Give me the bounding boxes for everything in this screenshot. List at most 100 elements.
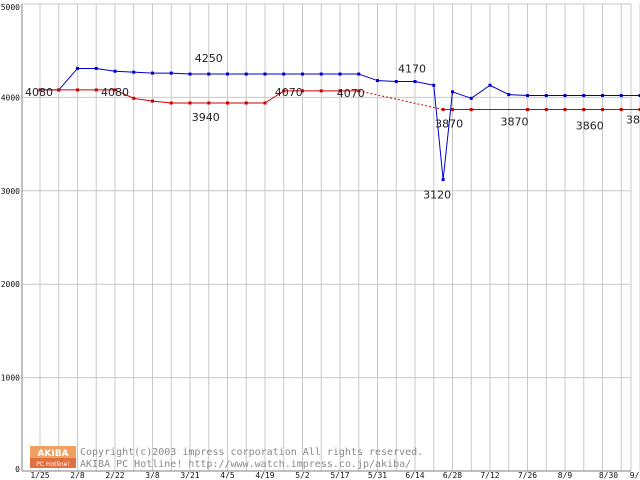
- data-point: [563, 108, 567, 112]
- y-tick-label: 0: [15, 465, 20, 474]
- data-point: [151, 71, 154, 75]
- data-label: 4250: [195, 52, 223, 65]
- x-tick-label: 9/6: [630, 471, 640, 480]
- data-label: 4080: [101, 86, 129, 99]
- data-point: [441, 108, 445, 112]
- data-point: [244, 72, 248, 76]
- series-segment: [264, 90, 285, 104]
- x-tick-label: 5/31: [368, 471, 387, 480]
- x-tick-label: 2/8: [70, 471, 85, 480]
- series-segment: [96, 67, 116, 72]
- data-point: [226, 101, 229, 105]
- data-point: [526, 108, 529, 112]
- data-label: 3120: [423, 189, 451, 202]
- data-point: [113, 88, 117, 92]
- data-label: 3870: [435, 118, 463, 131]
- data-point: [582, 94, 586, 98]
- data-point: [38, 88, 42, 92]
- data-point: [57, 88, 61, 92]
- data-point: [357, 72, 361, 76]
- data-point: [169, 101, 173, 105]
- data-point: [226, 72, 229, 76]
- data-point: [169, 71, 173, 75]
- series-segment: [414, 81, 434, 86]
- logo-bottom-box: [30, 458, 76, 468]
- series-segment: [442, 91, 453, 180]
- data-point: [394, 80, 398, 84]
- data-point: [263, 72, 267, 76]
- data-point: [338, 72, 342, 76]
- x-tick-label: 2/22: [105, 471, 124, 480]
- x-tick-label: 4/19: [255, 471, 274, 480]
- copyright-line: Copyright(c)2003 impress corporation All…: [80, 447, 423, 458]
- data-label: 3860: [626, 113, 640, 126]
- data-point: [601, 94, 604, 98]
- series-segment: [489, 84, 509, 96]
- data-point: [488, 83, 492, 87]
- data-point: [563, 94, 567, 98]
- x-tick-label: 6/14: [405, 471, 424, 480]
- x-tick-label: 7/26: [518, 471, 537, 480]
- x-tick-label: 5/17: [330, 471, 349, 480]
- data-label: 4070: [337, 87, 365, 100]
- data-point: [376, 79, 379, 83]
- data-point: [282, 89, 286, 93]
- series-segment: [470, 84, 491, 99]
- data-label: 4170: [398, 63, 426, 76]
- series-segment: [171, 72, 191, 75]
- data-labels: 4080 4080 4250 3940 4070 4070 4170 3870 3120 3870…: [25, 52, 640, 202]
- series-segment: [358, 73, 378, 82]
- data-point: [151, 99, 154, 103]
- x-tick-label: 8/30: [599, 471, 618, 480]
- logo-bottom-text: PC Hotline!: [36, 461, 69, 468]
- x-tick-label: 5/2: [295, 471, 310, 480]
- data-point: [544, 108, 548, 112]
- x-tick-label: 1/25: [30, 471, 49, 480]
- data-point: [526, 94, 529, 98]
- data-point: [188, 72, 192, 76]
- series-0: [38, 66, 640, 182]
- data-point: [113, 69, 117, 73]
- x-tick-label: 7/12: [480, 471, 499, 480]
- data-label: 3860: [576, 119, 604, 132]
- data-point: [94, 88, 98, 92]
- series-segment: [58, 68, 78, 91]
- data-point: [301, 89, 304, 93]
- logo-top-box: [30, 446, 76, 458]
- y-tick-label: 2000: [1, 280, 20, 289]
- data-point: [441, 178, 445, 182]
- series-segment: [133, 97, 153, 102]
- series-segment: [508, 94, 528, 97]
- series-segment: [452, 91, 472, 99]
- data-point: [76, 66, 79, 70]
- data-point: [544, 94, 548, 98]
- data-point: [619, 108, 623, 112]
- data-label: 3940: [192, 111, 220, 124]
- series-segment: [377, 80, 397, 83]
- y-tick-label: 4000: [1, 93, 20, 102]
- y-axis-ticks: 0 1000 2000 3000 4000 5000: [1, 3, 20, 474]
- x-tick-label: 3/21: [180, 471, 199, 480]
- data-point: [469, 96, 473, 100]
- data-point: [319, 89, 323, 93]
- series-1: [38, 88, 640, 112]
- x-tick-label: 6/28: [443, 471, 462, 480]
- data-point: [432, 83, 436, 87]
- data-point: [601, 108, 604, 112]
- data-point: [132, 96, 136, 100]
- data-point: [263, 101, 267, 105]
- series-segment: [133, 71, 153, 74]
- data-label: 4070: [275, 86, 303, 99]
- data-point: [582, 108, 586, 112]
- x-tick-label: 8/9: [558, 471, 573, 480]
- x-tick-label: 3/8: [145, 471, 160, 480]
- site-credit-line: AKIBA PC Hotline! http://www.watch.impre…: [80, 459, 411, 470]
- series-segment: [152, 100, 172, 104]
- data-point: [619, 94, 623, 98]
- data-point: [338, 89, 342, 93]
- data-point: [357, 89, 361, 93]
- series-segment: [358, 90, 444, 111]
- data-point: [94, 66, 98, 70]
- axes: [21, 4, 631, 472]
